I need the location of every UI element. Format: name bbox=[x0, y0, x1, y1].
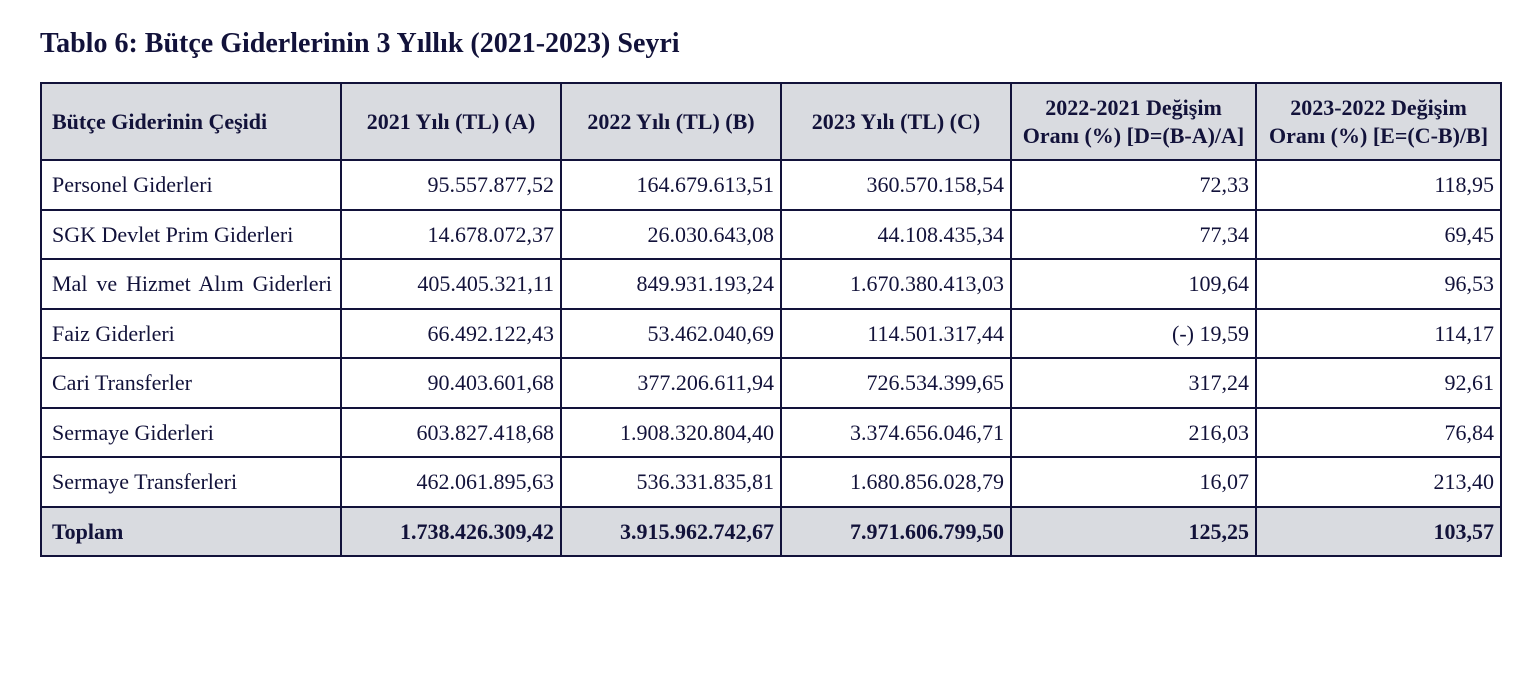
col-header-change-d: 2022-2021 Değişim Oranı (%) [D=(B-A)/A] bbox=[1011, 83, 1256, 160]
cell-y2022: 849.931.193,24 bbox=[561, 259, 781, 309]
cell-y2021: 14.678.072,37 bbox=[341, 210, 561, 260]
col-header-2022: 2022 Yılı (TL) (B) bbox=[561, 83, 781, 160]
cell-y2023: 1.670.380.413,03 bbox=[781, 259, 1011, 309]
cell-y2022: 1.908.320.804,40 bbox=[561, 408, 781, 458]
cell-y2023: 360.570.158,54 bbox=[781, 160, 1011, 210]
cell-y2021: 90.403.601,68 bbox=[341, 358, 561, 408]
table-row: SGK Devlet Prim Giderleri14.678.072,3726… bbox=[41, 210, 1501, 260]
cell-y2021: 603.827.418,68 bbox=[341, 408, 561, 458]
cell-category: SGK Devlet Prim Giderleri bbox=[41, 210, 341, 260]
table-row: Cari Transferler90.403.601,68377.206.611… bbox=[41, 358, 1501, 408]
cell-y2023: 3.374.656.046,71 bbox=[781, 408, 1011, 458]
cell-e: 96,53 bbox=[1256, 259, 1501, 309]
cell-d: 216,03 bbox=[1011, 408, 1256, 458]
table-total-row: Toplam1.738.426.309,423.915.962.742,677.… bbox=[41, 507, 1501, 557]
table-row: Personel Giderleri95.557.877,52164.679.6… bbox=[41, 160, 1501, 210]
cell-y2021: 95.557.877,52 bbox=[341, 160, 561, 210]
cell-y2021: 66.492.122,43 bbox=[341, 309, 561, 359]
col-header-category: Bütçe Giderinin Çeşidi bbox=[41, 83, 341, 160]
cell-total-e: 103,57 bbox=[1256, 507, 1501, 557]
cell-e: 92,61 bbox=[1256, 358, 1501, 408]
cell-category: Cari Transferler bbox=[41, 358, 341, 408]
cell-y2023: 726.534.399,65 bbox=[781, 358, 1011, 408]
cell-y2022: 26.030.643,08 bbox=[561, 210, 781, 260]
cell-e: 76,84 bbox=[1256, 408, 1501, 458]
cell-d: 109,64 bbox=[1011, 259, 1256, 309]
cell-y2023: 44.108.435,34 bbox=[781, 210, 1011, 260]
col-header-2023: 2023 Yılı (TL) (C) bbox=[781, 83, 1011, 160]
cell-y2023: 114.501.317,44 bbox=[781, 309, 1011, 359]
cell-total-d: 125,25 bbox=[1011, 507, 1256, 557]
table-header-row: Bütçe Giderinin Çeşidi 2021 Yılı (TL) (A… bbox=[41, 83, 1501, 160]
col-header-2021: 2021 Yılı (TL) (A) bbox=[341, 83, 561, 160]
cell-d: (-) 19,59 bbox=[1011, 309, 1256, 359]
cell-y2022: 164.679.613,51 bbox=[561, 160, 781, 210]
cell-total-y2023: 7.971.606.799,50 bbox=[781, 507, 1011, 557]
cell-category: Sermaye Giderleri bbox=[41, 408, 341, 458]
table-row: Sermaye Transferleri462.061.895,63536.33… bbox=[41, 457, 1501, 507]
cell-total-y2022: 3.915.962.742,67 bbox=[561, 507, 781, 557]
cell-y2023: 1.680.856.028,79 bbox=[781, 457, 1011, 507]
cell-total-label: Toplam bbox=[41, 507, 341, 557]
table-row: Faiz Giderleri66.492.122,4353.462.040,69… bbox=[41, 309, 1501, 359]
cell-e: 118,95 bbox=[1256, 160, 1501, 210]
cell-total-y2021: 1.738.426.309,42 bbox=[341, 507, 561, 557]
table-title: Tablo 6: Bütçe Giderlerinin 3 Yıllık (20… bbox=[40, 28, 1499, 60]
cell-y2022: 53.462.040,69 bbox=[561, 309, 781, 359]
cell-category: Faiz Giderleri bbox=[41, 309, 341, 359]
cell-d: 72,33 bbox=[1011, 160, 1256, 210]
cell-e: 114,17 bbox=[1256, 309, 1501, 359]
budget-table: Bütçe Giderinin Çeşidi 2021 Yılı (TL) (A… bbox=[40, 82, 1502, 557]
table-row: Sermaye Giderleri603.827.418,681.908.320… bbox=[41, 408, 1501, 458]
cell-d: 77,34 bbox=[1011, 210, 1256, 260]
cell-y2021: 405.405.321,11 bbox=[341, 259, 561, 309]
cell-category: Personel Giderleri bbox=[41, 160, 341, 210]
col-header-change-e: 2023-2022 Değişim Oranı (%) [E=(C-B)/B] bbox=[1256, 83, 1501, 160]
cell-d: 16,07 bbox=[1011, 457, 1256, 507]
table-row: Mal ve Hizmet Alım Giderleri405.405.321,… bbox=[41, 259, 1501, 309]
cell-y2021: 462.061.895,63 bbox=[341, 457, 561, 507]
cell-category: Sermaye Transferleri bbox=[41, 457, 341, 507]
cell-y2022: 536.331.835,81 bbox=[561, 457, 781, 507]
cell-category: Mal ve Hizmet Alım Giderleri bbox=[41, 259, 341, 309]
cell-e: 69,45 bbox=[1256, 210, 1501, 260]
cell-d: 317,24 bbox=[1011, 358, 1256, 408]
cell-y2022: 377.206.611,94 bbox=[561, 358, 781, 408]
cell-e: 213,40 bbox=[1256, 457, 1501, 507]
